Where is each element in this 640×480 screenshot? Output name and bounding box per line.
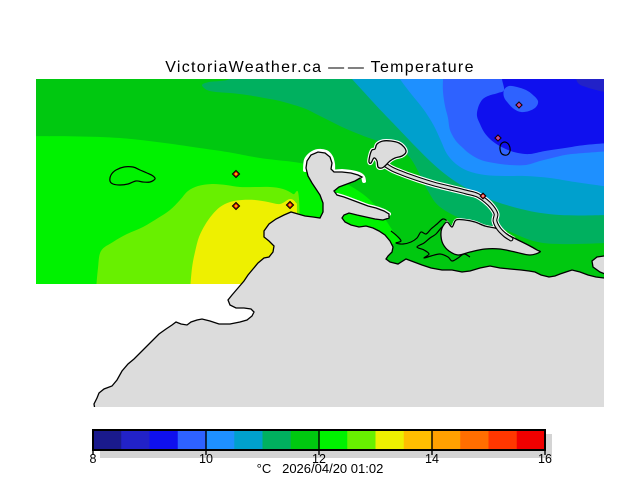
svg-text:8: 8 — [90, 452, 97, 466]
svg-text:12: 12 — [312, 452, 326, 466]
svg-text:14: 14 — [425, 452, 439, 466]
svg-text:VictoriaWeather.ca —— Temperat: VictoriaWeather.ca — — Temperature — [165, 59, 475, 76]
svg-text:16: 16 — [538, 452, 552, 466]
svg-text:°C 2026/04/20 01:02: °C 2026/04/20 01:02 — [257, 461, 384, 476]
svg-text:10: 10 — [199, 452, 213, 466]
